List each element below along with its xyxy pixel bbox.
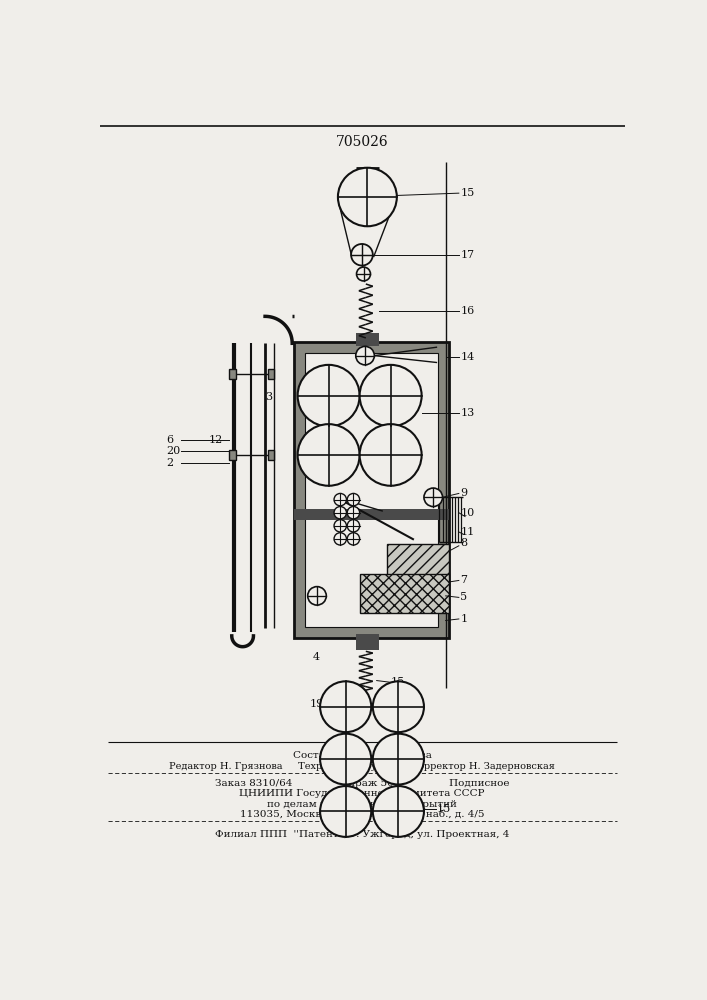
Circle shape	[334, 520, 346, 532]
Text: по делам изобретений и открытий: по делам изобретений и открытий	[267, 799, 457, 809]
Circle shape	[351, 244, 373, 266]
Text: 15: 15	[391, 677, 405, 687]
Bar	[268, 450, 274, 460]
Text: 7: 7	[460, 575, 467, 585]
Bar	[293, 342, 449, 638]
Bar	[305, 353, 438, 627]
Circle shape	[308, 587, 327, 605]
Bar	[360, 574, 449, 613]
Bar	[230, 369, 235, 379]
Circle shape	[356, 346, 374, 365]
Text: 12: 12	[209, 435, 223, 445]
Circle shape	[298, 424, 360, 486]
Text: 15: 15	[460, 188, 474, 198]
Text: 5: 5	[460, 592, 467, 602]
Circle shape	[334, 507, 346, 519]
Circle shape	[298, 365, 360, 426]
Text: Редактор Н. Грязнова     Техред Н. Бабурка     Корректор Н. Задерновская: Редактор Н. Грязнова Техред Н. Бабурка К…	[169, 761, 555, 771]
Text: 13: 13	[460, 408, 474, 418]
Circle shape	[347, 520, 360, 532]
Circle shape	[347, 507, 360, 519]
Circle shape	[334, 533, 346, 545]
Circle shape	[320, 681, 371, 732]
Text: Составитель А. Романова: Составитель А. Романова	[293, 751, 431, 760]
Text: 4: 4	[313, 652, 320, 662]
Circle shape	[373, 734, 424, 785]
Circle shape	[373, 681, 424, 732]
Bar	[356, 634, 379, 650]
Text: 1: 1	[460, 614, 467, 624]
Text: Филиал ППП  ''Патент'', г. Ужгород, ул. Проектная, 4: Филиал ППП ''Патент'', г. Ужгород, ул. П…	[215, 830, 509, 839]
Bar	[268, 369, 274, 379]
Text: 9: 9	[460, 488, 467, 498]
Circle shape	[338, 168, 397, 226]
Text: 19: 19	[309, 699, 324, 709]
Text: Заказ 8310/64               Тираж 505               Подписное: Заказ 8310/64 Тираж 505 Подписное	[215, 779, 509, 788]
Text: 2: 2	[166, 458, 173, 468]
Bar	[293, 509, 449, 520]
Text: 11: 11	[460, 527, 474, 537]
Text: 16: 16	[460, 306, 474, 316]
Circle shape	[360, 365, 421, 426]
Text: 113035, Москва, Ж-35, Раушская наб., д. 4/5: 113035, Москва, Ж-35, Раушская наб., д. …	[240, 809, 484, 819]
Circle shape	[320, 734, 371, 785]
Circle shape	[334, 493, 346, 506]
Bar	[387, 544, 449, 590]
Text: 10: 10	[460, 508, 474, 518]
Text: 705026: 705026	[336, 135, 388, 149]
Text: 20: 20	[166, 446, 180, 456]
Circle shape	[347, 533, 360, 545]
Circle shape	[347, 493, 360, 506]
Text: 6: 6	[166, 435, 173, 445]
Text: 3: 3	[265, 392, 272, 402]
Circle shape	[424, 488, 443, 507]
Text: 17: 17	[460, 250, 474, 260]
Circle shape	[356, 267, 370, 281]
Circle shape	[320, 786, 371, 837]
Circle shape	[373, 786, 424, 837]
Bar	[356, 333, 379, 346]
Circle shape	[360, 424, 421, 486]
Text: 8: 8	[460, 538, 467, 548]
Text: 15: 15	[437, 804, 451, 814]
Bar	[230, 450, 235, 460]
Text: 14: 14	[460, 352, 474, 362]
Text: ЦНИИПИ Государственного комитета СССР: ЦНИИПИ Государственного комитета СССР	[239, 789, 485, 798]
